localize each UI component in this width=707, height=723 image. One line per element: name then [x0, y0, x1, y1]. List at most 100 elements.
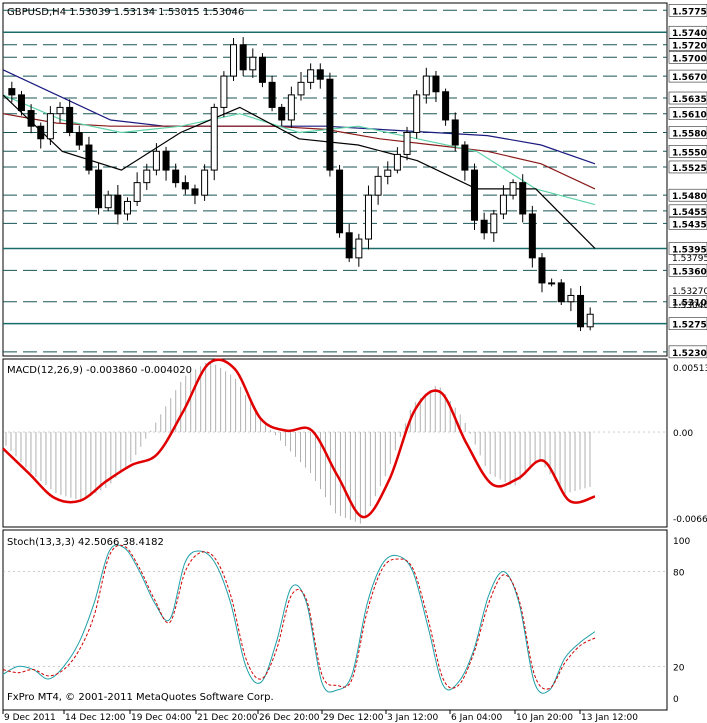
candle-body: [172, 169, 180, 184]
price-tag-box: [668, 4, 707, 17]
macd-panel: 0.00513 0.00 -0.00669 MACD(12,26,9) -0.003…: [2, 358, 707, 528]
copyright-text: FxPro MT4, © 2001-2011 MetaQuotes Softwa…: [7, 692, 274, 703]
candle-body: [403, 131, 411, 155]
candle-body: [239, 44, 247, 71]
price-tag-box: [668, 91, 707, 105]
candle-body: [297, 81, 305, 96]
candle-body: [152, 150, 160, 171]
price-level-lines: [3, 9, 667, 353]
candle-body: [451, 119, 459, 146]
candle-body: [210, 106, 218, 171]
price-tag: 1.53046: [672, 301, 707, 311]
price-tick-label: 1.57750: [672, 7, 707, 17]
candle-body: [46, 113, 54, 140]
candle-body: [557, 282, 565, 303]
candle-body: [442, 91, 450, 121]
price-tag: 1.53270: [672, 287, 707, 297]
price-tick-label: 1.56350: [672, 95, 707, 105]
candle-body: [384, 169, 392, 177]
candle-body: [56, 106, 64, 115]
price-tick-label: 1.56700: [672, 73, 707, 83]
candle-body: [66, 106, 74, 133]
candle-body: [316, 69, 324, 80]
price-tag-box: [668, 204, 707, 218]
price-panel: 1.57750 1.57400 1.57200 1.57000 1.56700 1.563…: [2, 2, 707, 359]
candle-body: [201, 169, 209, 196]
price-axis-labels: 1.57750 1.57400 1.57200 1.57000 1.56700 1.563…: [668, 4, 707, 359]
candle-body: [8, 88, 16, 96]
stochastic-axis-labels: 100 80 20 0: [673, 537, 690, 705]
candle-body: [307, 69, 315, 83]
price-tag-box: [668, 217, 707, 230]
stochastic-tick-label: 100: [673, 537, 690, 547]
time-axis-label: 3 Jan 12:00: [387, 713, 439, 723]
candle-body: [480, 219, 488, 234]
stochastic-main-line: [2, 544, 596, 694]
candle-body: [422, 75, 430, 96]
candle-body: [37, 125, 45, 140]
price-tag-box: [668, 317, 707, 330]
candle-body: [143, 169, 151, 184]
price-tick-label: 1.57400: [672, 29, 707, 39]
candle-body: [471, 169, 479, 221]
candle-body: [519, 182, 527, 215]
macd-signal-line: [2, 358, 596, 519]
moving-average-line: [2, 94, 596, 249]
price-tick-label: 1.53950: [672, 245, 707, 255]
price-tick-label: 1.56100: [672, 111, 707, 121]
candle-body: [432, 75, 440, 93]
candle-body: [123, 200, 131, 215]
price-tag-box: [668, 38, 707, 51]
price-tag-box: [668, 264, 707, 277]
candle-body: [162, 150, 170, 171]
candle-body: [230, 44, 238, 77]
candle-body: [336, 169, 344, 234]
time-axis-label: 10 Jan 20:00: [516, 713, 573, 723]
price-tag-box: [668, 25, 707, 39]
price-tag-box: [668, 345, 707, 359]
price-tag-box: [668, 188, 707, 202]
time-axis-label: 14 Dec 12:00: [65, 713, 126, 723]
price-tag-box: [668, 160, 707, 174]
moving-average-lines: [2, 69, 596, 249]
price-tick-label: 1.57200: [672, 42, 707, 52]
time-axis-label: 19 Dec 04:00: [131, 713, 192, 723]
stochastic-level-lines: [3, 571, 667, 667]
time-axis-label: 26 Dec 20:00: [259, 713, 320, 723]
stochastic-tick-label: 0: [673, 695, 679, 705]
candle-body: [374, 175, 382, 196]
candle-body: [75, 131, 83, 146]
candle-body: [355, 238, 363, 259]
time-axis-label: 6 Jan 04:00: [451, 713, 503, 723]
macd-tick-label: 0.00: [673, 429, 693, 439]
candle-body: [548, 282, 556, 285]
stochastic-tick-label: 20: [673, 663, 685, 673]
candlesticks: [8, 37, 594, 332]
price-tick-label: 1.57000: [672, 54, 707, 64]
candle-body: [191, 188, 199, 196]
price-tick-label: 1.55250: [672, 164, 707, 174]
chart-title: GBPUSD,H4 1.53039 1.53134 1.53015 1.5304…: [7, 7, 244, 18]
candle-body: [499, 194, 507, 215]
price-tick-label: 1.54800: [672, 192, 707, 202]
price-tick-label: 1.53600: [672, 267, 707, 277]
candle-body: [258, 56, 266, 83]
macd-tick-label: 0.00513: [673, 364, 707, 374]
candle-body: [133, 182, 141, 202]
price-tag-box: [668, 295, 707, 308]
candle-body: [104, 194, 112, 209]
price-panel-frame: [2, 2, 668, 357]
time-axis-label: 21 Dec 20:00: [197, 713, 258, 723]
time-axis: 9 Dec 2011 14 Dec 12:00 19 Dec 04:00 21 Dec…: [2, 710, 638, 723]
candle-body: [345, 232, 353, 259]
candle-body: [220, 75, 228, 108]
candle-body: [114, 194, 122, 215]
candle-body: [249, 56, 257, 71]
time-axis-label: 29 Dec 12:00: [323, 713, 384, 723]
stochastic-label: Stoch(13,3,3) 42.5066 38.4182: [7, 537, 164, 548]
candle-body: [509, 182, 517, 196]
price-tick-label: 1.55500: [672, 148, 707, 158]
candle-body: [393, 153, 401, 171]
price-tag-box: [668, 51, 707, 64]
